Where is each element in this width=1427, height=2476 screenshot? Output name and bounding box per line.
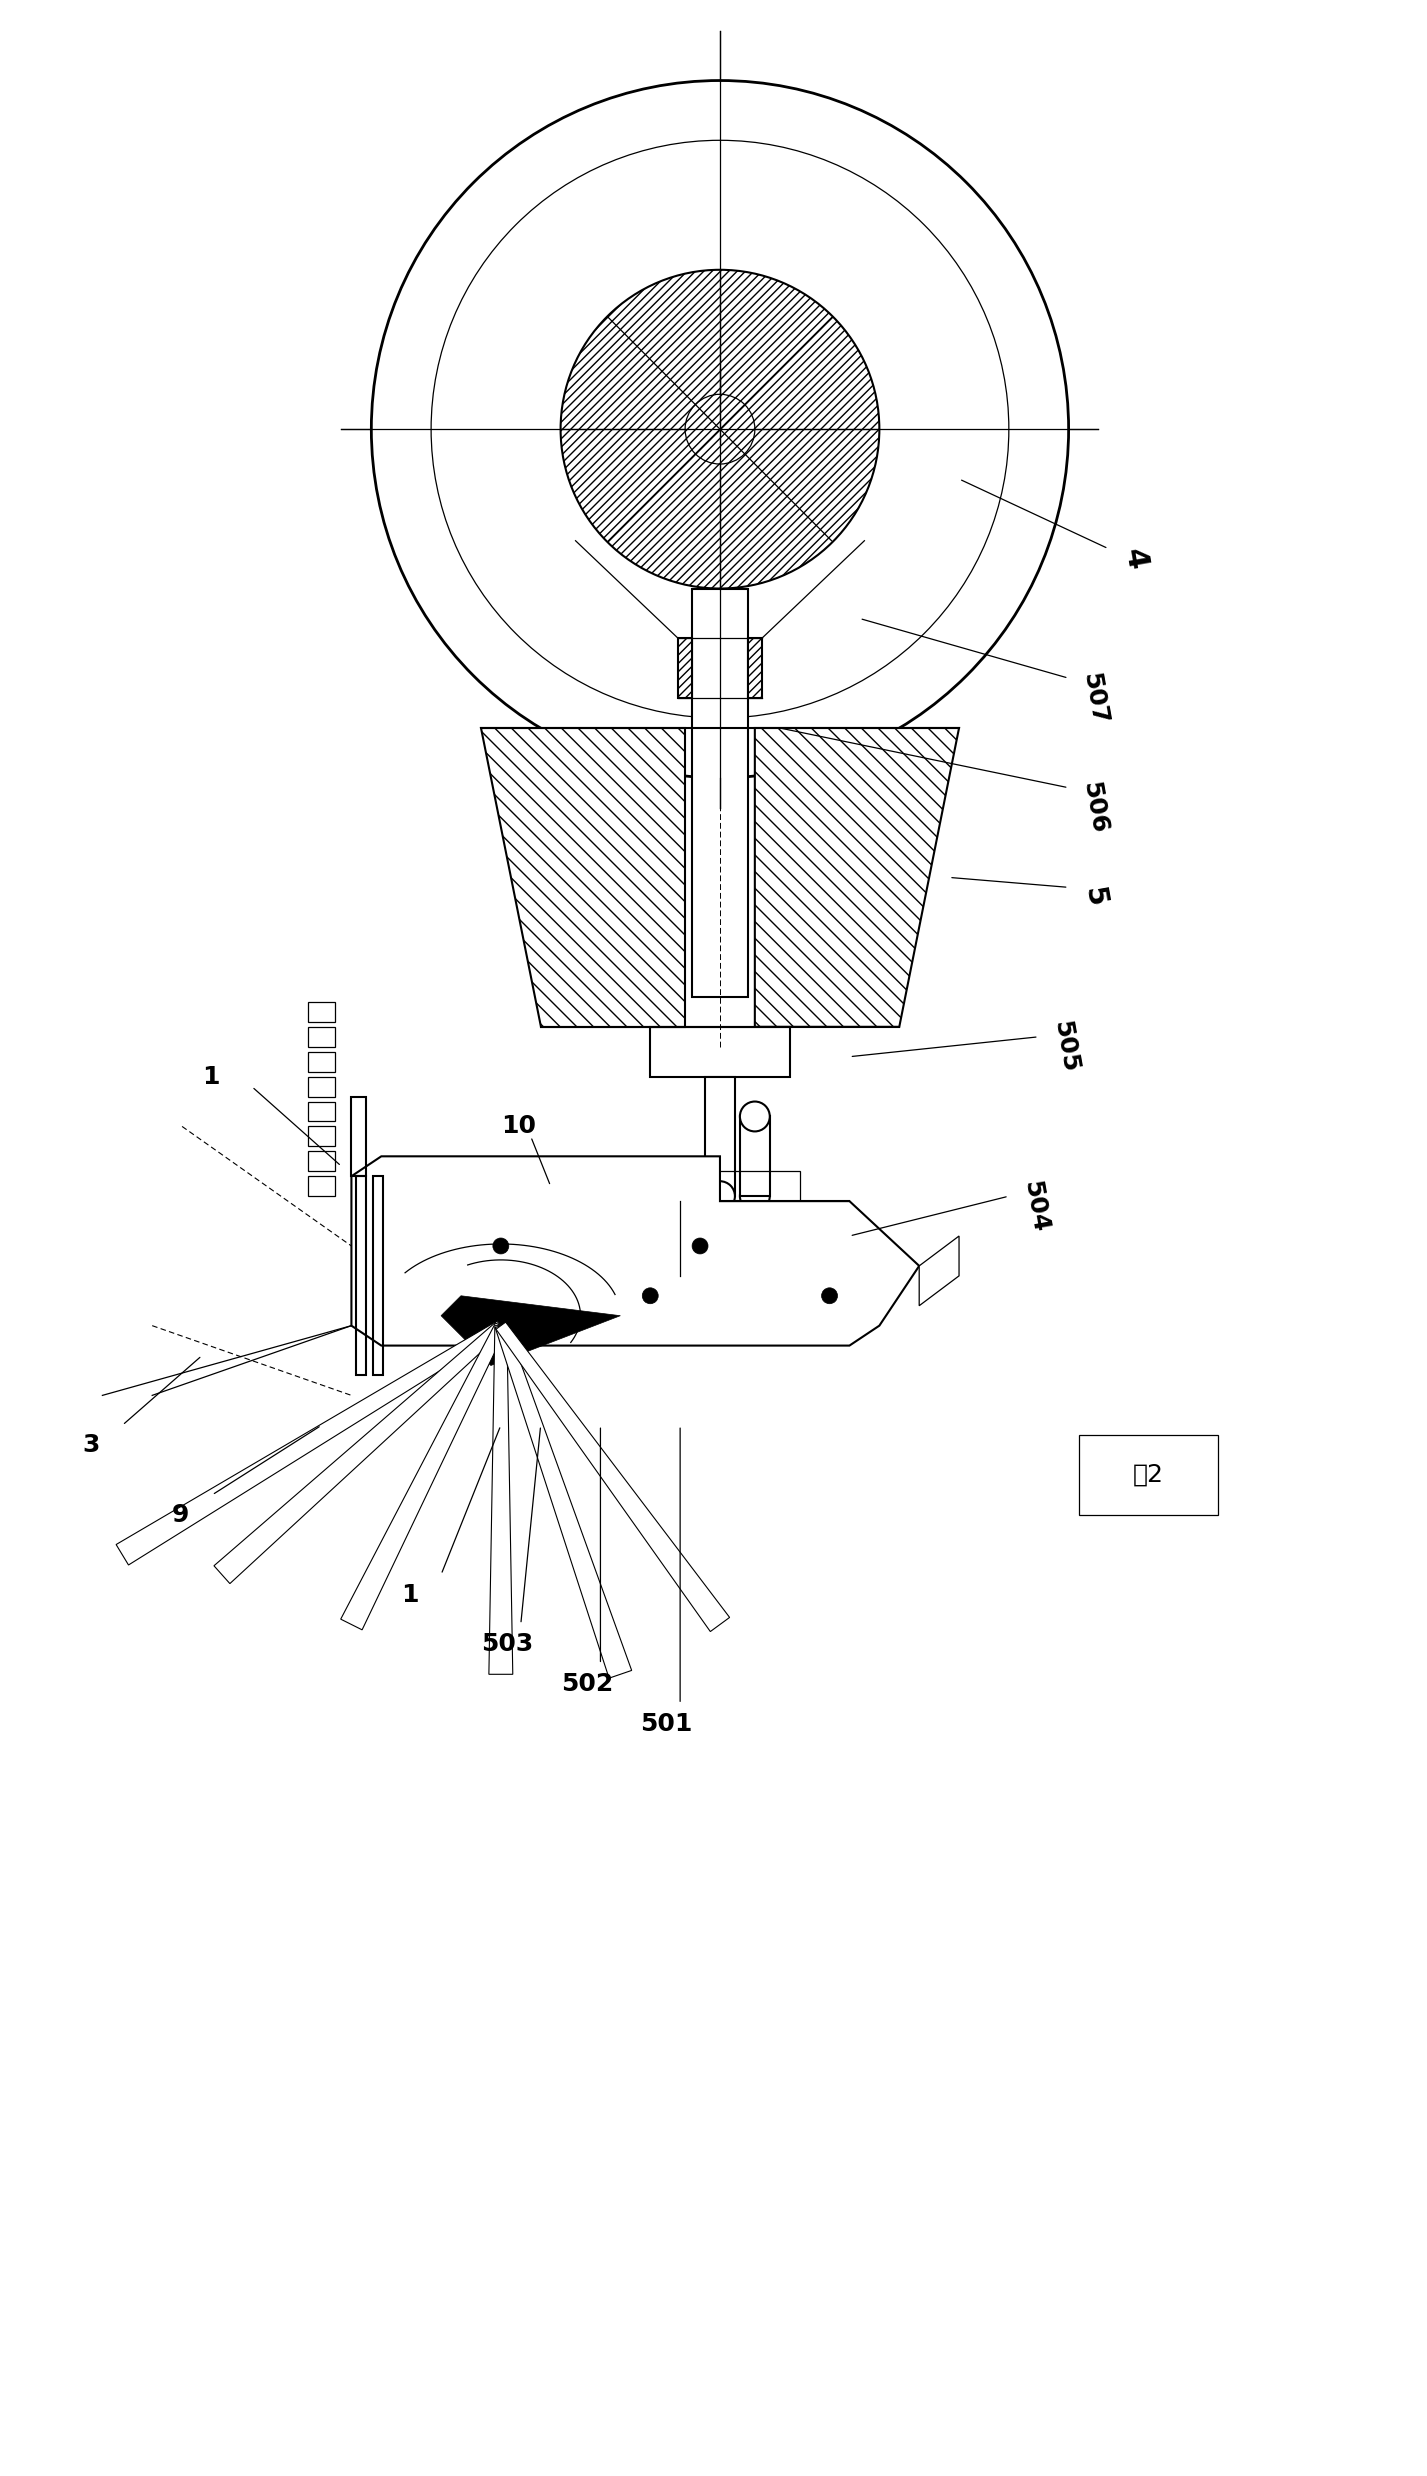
Circle shape: [739, 1181, 769, 1211]
Circle shape: [822, 1288, 838, 1305]
Text: 3: 3: [83, 1434, 100, 1458]
Bar: [748, 639, 762, 698]
Polygon shape: [497, 1322, 729, 1632]
Bar: [661, 1171, 799, 1201]
Bar: [357, 1176, 367, 1377]
Polygon shape: [481, 728, 685, 1028]
Text: 10: 10: [501, 1114, 535, 1139]
Bar: [308, 1052, 335, 1072]
Polygon shape: [441, 1295, 621, 1364]
Text: 4: 4: [1119, 545, 1150, 572]
Circle shape: [492, 1238, 509, 1253]
Circle shape: [561, 270, 879, 589]
Text: 9: 9: [173, 1503, 190, 1528]
Text: 504: 504: [1019, 1179, 1052, 1233]
Bar: [308, 1028, 335, 1047]
Polygon shape: [351, 1156, 919, 1344]
Text: 图2: 图2: [1133, 1463, 1164, 1488]
Circle shape: [692, 1238, 708, 1253]
Bar: [692, 589, 748, 998]
Bar: [678, 639, 692, 698]
Polygon shape: [755, 728, 959, 1028]
Text: 1: 1: [203, 1065, 220, 1089]
Text: 502: 502: [561, 1671, 612, 1696]
Polygon shape: [116, 1320, 504, 1565]
Bar: [1079, 1436, 1219, 1515]
Bar: [705, 1077, 735, 1196]
Bar: [308, 1151, 335, 1171]
Bar: [308, 1102, 335, 1122]
Text: 5: 5: [1079, 886, 1110, 909]
Text: 507: 507: [1079, 671, 1112, 725]
Polygon shape: [214, 1322, 505, 1585]
Text: 503: 503: [481, 1632, 534, 1656]
Polygon shape: [919, 1236, 959, 1305]
Text: 1: 1: [401, 1582, 418, 1607]
Polygon shape: [495, 1325, 632, 1679]
Bar: [308, 1127, 335, 1146]
Polygon shape: [341, 1322, 507, 1629]
Circle shape: [642, 1288, 658, 1305]
Text: 506: 506: [1079, 780, 1112, 834]
Polygon shape: [489, 1325, 512, 1674]
Bar: [611, 1201, 849, 1265]
Bar: [739, 1117, 769, 1196]
Bar: [308, 1003, 335, 1023]
Bar: [651, 1028, 789, 1077]
Bar: [374, 1176, 384, 1377]
Bar: [308, 1077, 335, 1097]
Text: 501: 501: [641, 1711, 692, 1736]
Bar: [351, 1097, 367, 1176]
Circle shape: [739, 1102, 769, 1132]
Circle shape: [705, 1181, 735, 1211]
Bar: [308, 1176, 335, 1196]
Text: 505: 505: [1049, 1020, 1082, 1075]
